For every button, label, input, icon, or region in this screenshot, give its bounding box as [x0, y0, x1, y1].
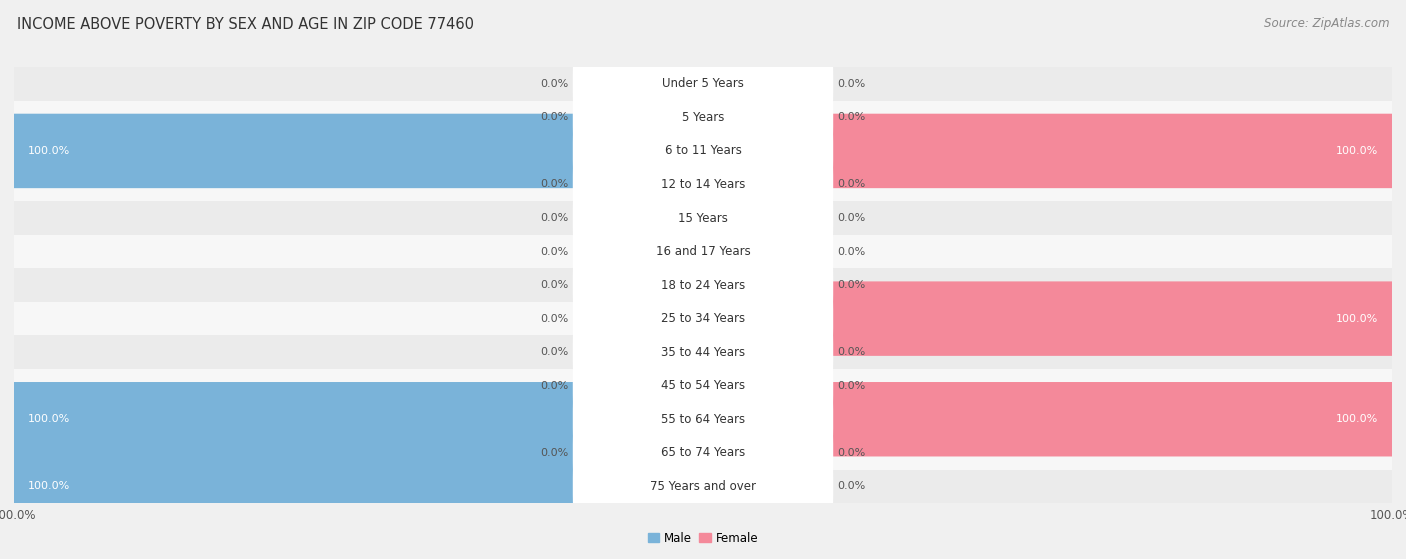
Text: 18 to 24 Years: 18 to 24 Years	[661, 278, 745, 292]
FancyBboxPatch shape	[697, 46, 763, 121]
FancyBboxPatch shape	[697, 80, 763, 155]
Text: 0.0%: 0.0%	[540, 381, 568, 391]
FancyBboxPatch shape	[643, 46, 709, 121]
Text: Under 5 Years: Under 5 Years	[662, 77, 744, 91]
Bar	[14, 101, 1392, 134]
Bar	[14, 335, 1392, 369]
Bar	[14, 402, 1392, 436]
Text: 0.0%: 0.0%	[540, 79, 568, 89]
Bar	[14, 268, 1392, 302]
FancyBboxPatch shape	[572, 347, 834, 425]
Text: 75 Years and over: 75 Years and over	[650, 480, 756, 493]
Text: 100.0%: 100.0%	[1336, 314, 1378, 324]
Text: 0.0%: 0.0%	[540, 314, 568, 324]
Text: 0.0%: 0.0%	[838, 448, 866, 458]
Bar	[14, 436, 1392, 470]
Text: 0.0%: 0.0%	[540, 247, 568, 257]
Text: 45 to 54 Years: 45 to 54 Years	[661, 379, 745, 392]
FancyBboxPatch shape	[643, 248, 709, 323]
FancyBboxPatch shape	[572, 112, 834, 190]
Text: 55 to 64 Years: 55 to 64 Years	[661, 413, 745, 426]
FancyBboxPatch shape	[572, 179, 834, 257]
FancyBboxPatch shape	[572, 313, 834, 391]
FancyBboxPatch shape	[697, 449, 763, 524]
FancyBboxPatch shape	[643, 80, 709, 155]
Bar	[14, 369, 1392, 402]
FancyBboxPatch shape	[643, 315, 709, 390]
FancyBboxPatch shape	[697, 113, 1398, 188]
Legend: Male, Female: Male, Female	[643, 527, 763, 549]
FancyBboxPatch shape	[572, 414, 834, 492]
Text: 0.0%: 0.0%	[540, 179, 568, 190]
Text: 0.0%: 0.0%	[838, 179, 866, 190]
FancyBboxPatch shape	[643, 415, 709, 490]
FancyBboxPatch shape	[697, 348, 763, 423]
Bar	[14, 201, 1392, 235]
FancyBboxPatch shape	[643, 181, 709, 255]
FancyBboxPatch shape	[572, 78, 834, 157]
FancyBboxPatch shape	[572, 447, 834, 525]
Text: 35 to 44 Years: 35 to 44 Years	[661, 345, 745, 359]
Text: 100.0%: 100.0%	[1336, 146, 1378, 156]
Bar	[14, 168, 1392, 201]
Bar	[14, 134, 1392, 168]
Text: 5 Years: 5 Years	[682, 111, 724, 124]
Text: 15 Years: 15 Years	[678, 211, 728, 225]
Text: 0.0%: 0.0%	[540, 347, 568, 357]
Text: 6 to 11 Years: 6 to 11 Years	[665, 144, 741, 158]
Text: 65 to 74 Years: 65 to 74 Years	[661, 446, 745, 459]
Text: 100.0%: 100.0%	[28, 146, 70, 156]
Text: 12 to 14 Years: 12 to 14 Years	[661, 178, 745, 191]
Bar	[14, 470, 1392, 503]
Text: Source: ZipAtlas.com: Source: ZipAtlas.com	[1264, 17, 1389, 30]
Text: 0.0%: 0.0%	[838, 280, 866, 290]
FancyBboxPatch shape	[572, 380, 834, 458]
Text: INCOME ABOVE POVERTY BY SEX AND AGE IN ZIP CODE 77460: INCOME ABOVE POVERTY BY SEX AND AGE IN Z…	[17, 17, 474, 32]
FancyBboxPatch shape	[697, 147, 763, 222]
Text: 100.0%: 100.0%	[1336, 414, 1378, 424]
Text: 0.0%: 0.0%	[838, 79, 866, 89]
Text: 25 to 34 Years: 25 to 34 Years	[661, 312, 745, 325]
Text: 0.0%: 0.0%	[838, 381, 866, 391]
FancyBboxPatch shape	[8, 382, 709, 457]
FancyBboxPatch shape	[697, 248, 763, 323]
FancyBboxPatch shape	[643, 281, 709, 356]
FancyBboxPatch shape	[572, 212, 834, 291]
FancyBboxPatch shape	[697, 382, 1398, 457]
FancyBboxPatch shape	[8, 113, 709, 188]
Bar	[14, 235, 1392, 268]
FancyBboxPatch shape	[8, 449, 709, 524]
Text: 0.0%: 0.0%	[540, 448, 568, 458]
Text: 0.0%: 0.0%	[838, 213, 866, 223]
Text: 16 and 17 Years: 16 and 17 Years	[655, 245, 751, 258]
FancyBboxPatch shape	[643, 348, 709, 423]
Text: 0.0%: 0.0%	[540, 112, 568, 122]
FancyBboxPatch shape	[572, 145, 834, 224]
Text: 100.0%: 100.0%	[28, 481, 70, 491]
FancyBboxPatch shape	[697, 415, 763, 490]
FancyBboxPatch shape	[697, 181, 763, 255]
FancyBboxPatch shape	[697, 315, 763, 390]
FancyBboxPatch shape	[572, 45, 834, 123]
Text: 0.0%: 0.0%	[838, 112, 866, 122]
FancyBboxPatch shape	[572, 280, 834, 358]
Text: 0.0%: 0.0%	[540, 213, 568, 223]
Text: 0.0%: 0.0%	[838, 247, 866, 257]
FancyBboxPatch shape	[697, 281, 1398, 356]
Bar	[14, 67, 1392, 101]
FancyBboxPatch shape	[643, 214, 709, 289]
FancyBboxPatch shape	[572, 246, 834, 324]
FancyBboxPatch shape	[643, 147, 709, 222]
Text: 100.0%: 100.0%	[28, 414, 70, 424]
Bar	[14, 302, 1392, 335]
FancyBboxPatch shape	[697, 214, 763, 289]
Text: 0.0%: 0.0%	[540, 280, 568, 290]
Text: 0.0%: 0.0%	[838, 481, 866, 491]
Text: 0.0%: 0.0%	[838, 347, 866, 357]
